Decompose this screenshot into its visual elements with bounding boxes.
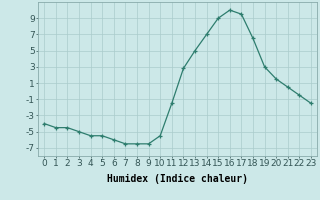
X-axis label: Humidex (Indice chaleur): Humidex (Indice chaleur) xyxy=(107,174,248,184)
